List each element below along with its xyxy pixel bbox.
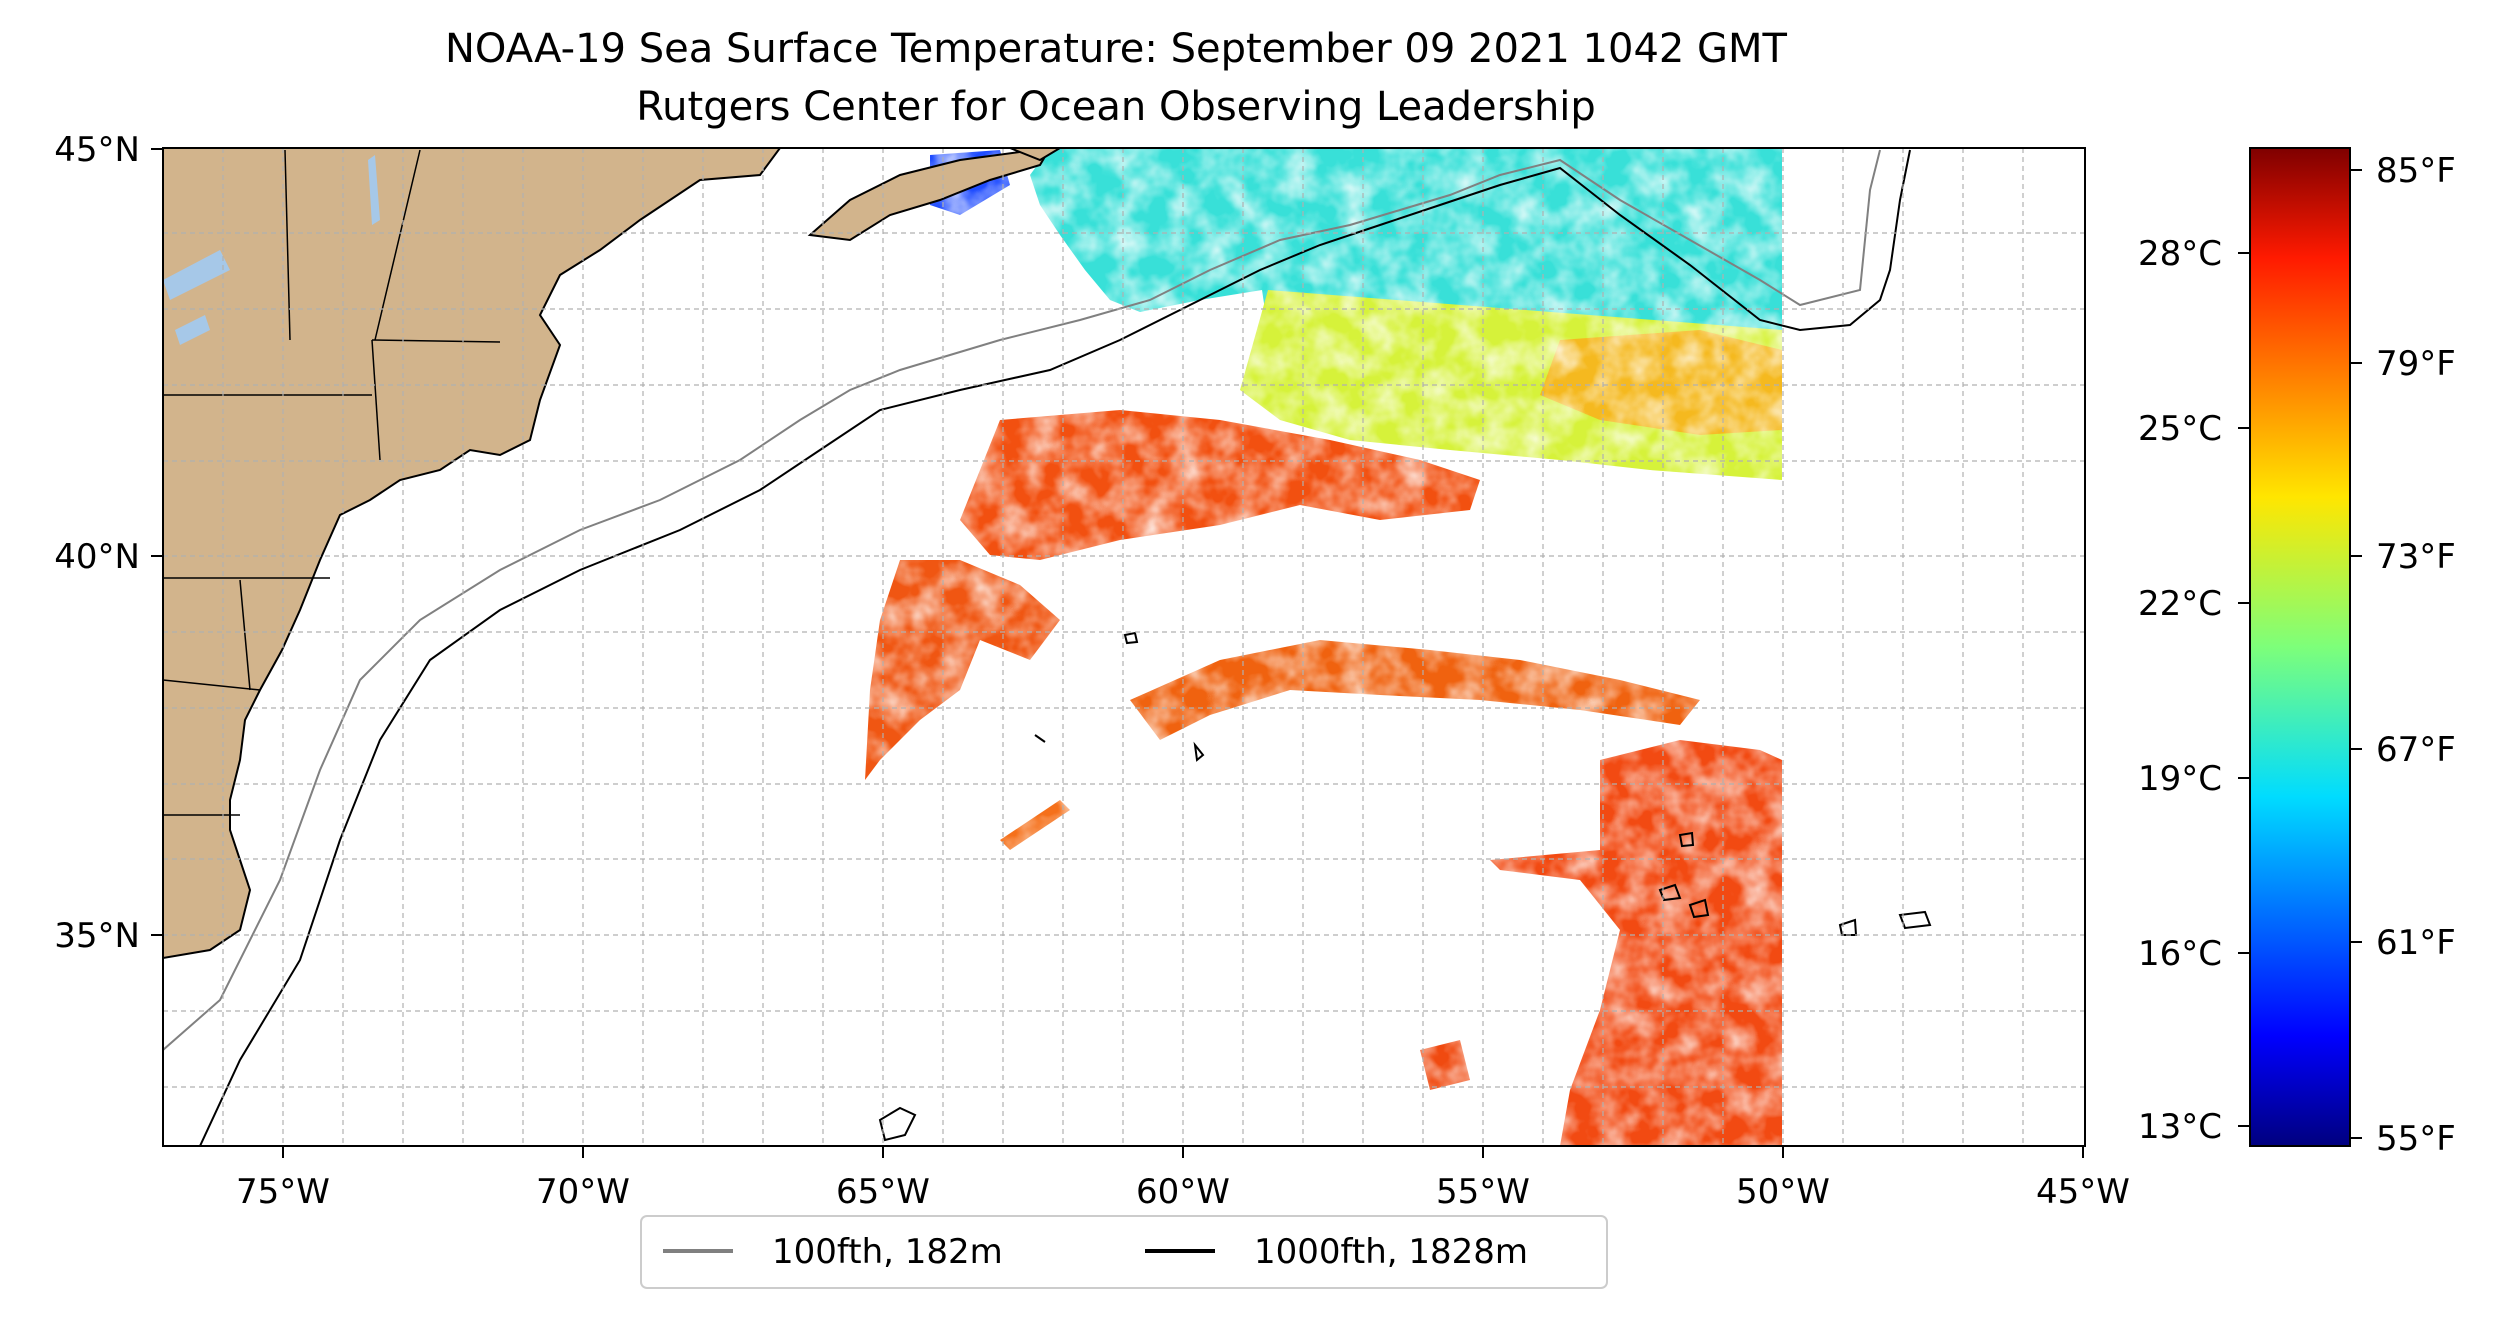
map-area [163, 148, 2085, 1146]
map-gridlines [163, 148, 2085, 1146]
celsius-tick-22: 22°C [2138, 584, 2222, 624]
fahrenheit-tick-61: 61°F [2376, 923, 2456, 963]
celsius-tick-16: 16°C [2138, 934, 2222, 974]
x-axis-labels: 75°W 70°W 65°W 60°W 55°W 50°W 45°W [236, 1172, 2130, 1212]
legend: 100fth, 182m 1000fth, 1828m [640, 1215, 1608, 1289]
x-tick-45W: 45°W [2036, 1172, 2130, 1212]
fahrenheit-tick-67: 67°F [2376, 730, 2456, 770]
contour-100fth [163, 149, 1881, 1051]
lakes [163, 155, 380, 345]
celsius-tick-19: 19°C [2138, 759, 2222, 799]
land [163, 148, 1062, 960]
legend-label-1000fth: 1000fth, 1828m [1254, 1232, 1528, 1272]
x-tick-60W: 60°W [1136, 1172, 1230, 1212]
x-tick-75W: 75°W [236, 1172, 330, 1212]
fahrenheit-tick-73: 73°F [2376, 537, 2456, 577]
celsius-tick-28: 28°C [2138, 234, 2222, 274]
colorbar: 28°C 25°C 22°C 19°C 16°C 13°C 85°F 79°F … [2138, 147, 2456, 1159]
fahrenheit-tick-55: 55°F [2376, 1119, 2456, 1159]
legend-label-100fth: 100fth, 182m [772, 1232, 1003, 1272]
y-tick-35N: 35°N [54, 916, 140, 956]
colorbar-gradient [2249, 147, 2351, 1147]
x-tick-65W: 65°W [836, 1172, 930, 1212]
map-frame [162, 147, 2086, 1147]
x-tick-70W: 70°W [536, 1172, 630, 1212]
contour-1000fth [199, 149, 1911, 1146]
title-line2: Rutgers Center for Ocean Observing Leade… [636, 84, 1596, 130]
state-borders [163, 149, 501, 816]
legend-box [640, 1215, 1608, 1289]
colorbar-fahrenheit-ticks [2350, 169, 2362, 1139]
land-north-america [163, 148, 782, 960]
land-nova-scotia [807, 148, 1052, 242]
x-tick-50W: 50°W [1736, 1172, 1830, 1212]
colorbar-celsius-ticks [2238, 252, 2250, 1127]
title-line1: NOAA-19 Sea Surface Temperature: Septemb… [445, 26, 1788, 72]
x-axis-ticks [282, 1146, 2084, 1158]
land-newfoundland-edge [1009, 148, 1062, 162]
x-tick-55W: 55°W [1436, 1172, 1530, 1212]
fahrenheit-tick-79: 79°F [2376, 344, 2456, 384]
y-axis-labels: 45°N 40°N 35°N [54, 130, 140, 956]
celsius-tick-13: 13°C [2138, 1107, 2222, 1147]
celsius-tick-25: 25°C [2138, 409, 2222, 449]
y-tick-45N: 45°N [54, 130, 140, 170]
y-axis-ticks [151, 148, 163, 936]
fahrenheit-tick-85: 85°F [2376, 151, 2456, 191]
y-tick-40N: 40°N [54, 537, 140, 577]
